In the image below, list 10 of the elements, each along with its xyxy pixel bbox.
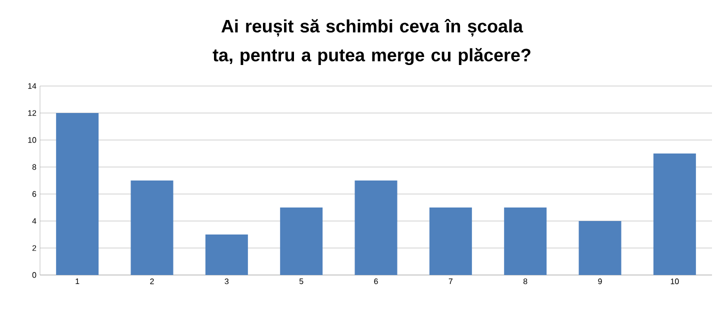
bar [354, 180, 398, 275]
bar [205, 234, 248, 275]
bar [429, 208, 472, 275]
bar [578, 221, 622, 275]
bar [56, 113, 99, 275]
chart-title: Ai reușit să schimbi ceva în școala ta, pentru a putea merge cu plăcere? [212, 18, 530, 66]
bar [280, 208, 323, 275]
bar [653, 154, 696, 275]
bar [504, 208, 547, 275]
bar [130, 180, 174, 275]
